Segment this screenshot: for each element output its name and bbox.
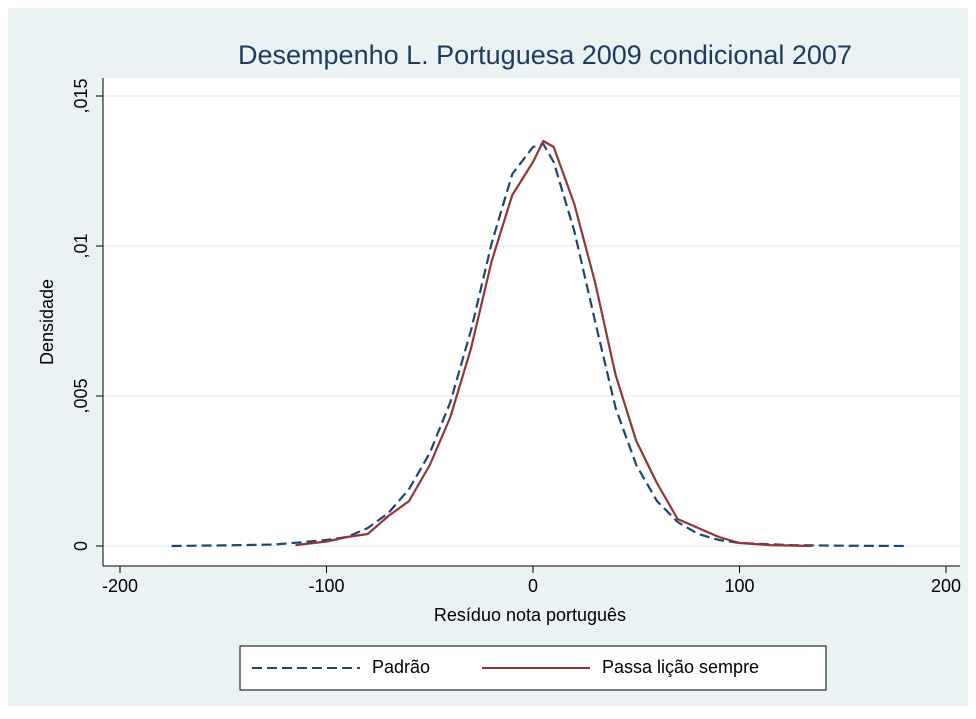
density-line <box>171 142 905 548</box>
chart-title: Desempenho L. Portuguesa 2009 condiciona… <box>238 40 852 70</box>
legend-label: Passa lição sempre <box>602 657 759 677</box>
y-tick-label: ,015 <box>71 78 91 113</box>
y-axis-label: Densidade <box>37 279 57 365</box>
y-tick-label: 0 <box>71 541 91 551</box>
y-tick-label: ,005 <box>71 378 91 413</box>
x-tick-label: 200 <box>931 576 961 596</box>
density-line <box>295 139 812 548</box>
plot-area <box>103 78 960 566</box>
x-tick-label: -200 <box>102 576 138 596</box>
legend-label: Padrão <box>372 657 430 677</box>
y-tick-label: ,01 <box>71 233 91 258</box>
x-axis-label: Resíduo nota português <box>434 605 626 625</box>
x-tick-label: 100 <box>724 576 754 596</box>
x-tick-label: -100 <box>308 576 344 596</box>
x-tick-label: 0 <box>528 576 538 596</box>
